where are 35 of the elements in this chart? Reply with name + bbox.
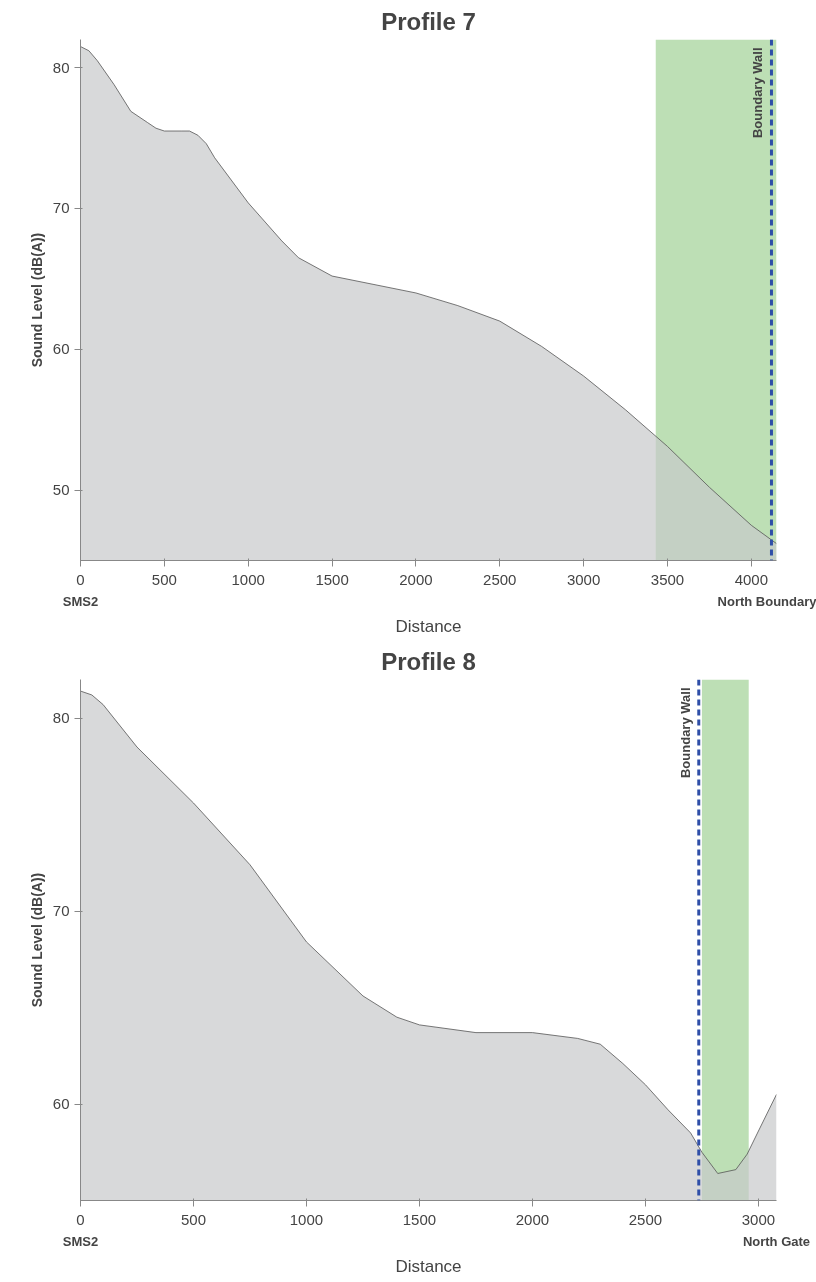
- x-tick-label: 2000: [399, 570, 433, 588]
- x-tick-label: 0: [76, 570, 85, 588]
- y-tick-label: 80: [52, 709, 70, 727]
- y-tick-label: 60: [52, 340, 70, 358]
- text: SMS2: [62, 1233, 99, 1249]
- text: North Gate: [742, 1233, 811, 1249]
- x-tick-label: 500: [151, 570, 177, 588]
- x-tick-label: 500: [180, 1210, 206, 1228]
- y-tick-label: 60: [52, 1095, 70, 1113]
- x-tick-label: 2500: [483, 570, 517, 588]
- y-tick-label: 70: [52, 902, 70, 920]
- x-tick-label: 4000: [734, 570, 769, 588]
- x-tick-label: 2000: [515, 1210, 550, 1228]
- x-tick-label: 2500: [628, 1210, 663, 1228]
- x-tick-label: 1500: [402, 1210, 437, 1228]
- text: North Boundary: [717, 593, 816, 609]
- chart-title: Profile 8: [381, 647, 476, 675]
- x-tick-label: 1500: [315, 570, 349, 588]
- y-tick-label: 50: [52, 481, 70, 499]
- ref-line-label: Boundary Wall: [750, 47, 766, 139]
- x-axis-title: Distance: [395, 1256, 462, 1276]
- text: SMS2: [62, 593, 99, 609]
- x-tick-label: 3000: [566, 570, 601, 588]
- ref-line-label: Boundary Wall: [677, 687, 693, 779]
- x-tick-label: 1000: [289, 1210, 324, 1228]
- x-tick-label: 0: [76, 1210, 85, 1228]
- x-tick-label: 3500: [650, 570, 685, 588]
- y-tick-label: 80: [52, 58, 70, 76]
- x-axis-title: Distance: [395, 616, 462, 636]
- y-tick-label: 70: [52, 199, 70, 217]
- y-axis-title: Sound Level (dB(A)): [28, 232, 45, 368]
- x-tick-label: 1000: [231, 570, 265, 588]
- x-tick-label: 3000: [741, 1210, 776, 1228]
- y-axis-title: Sound Level (dB(A)): [28, 872, 45, 1008]
- chart-title: Profile 7: [381, 7, 476, 35]
